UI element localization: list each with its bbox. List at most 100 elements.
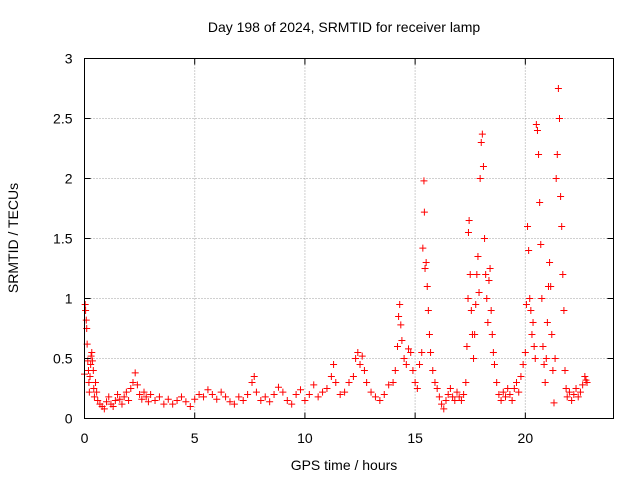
data-point bbox=[473, 271, 481, 278]
data-point bbox=[453, 388, 461, 396]
data-point bbox=[536, 199, 544, 206]
data-point bbox=[160, 400, 168, 408]
data-point bbox=[526, 295, 534, 302]
data-point bbox=[409, 367, 417, 374]
data-point bbox=[332, 379, 340, 386]
data-point bbox=[103, 398, 111, 406]
data-point bbox=[555, 115, 563, 122]
data-point bbox=[550, 399, 558, 407]
data-point bbox=[142, 393, 150, 401]
data-point bbox=[380, 391, 388, 398]
data-point bbox=[419, 244, 427, 252]
data-point bbox=[495, 391, 503, 398]
axis-ticks bbox=[84, 58, 614, 419]
data-point bbox=[490, 361, 498, 368]
data-point bbox=[288, 400, 296, 408]
x-axis-label: GPS time / hours bbox=[291, 457, 398, 473]
data-point bbox=[389, 379, 397, 386]
data-point bbox=[460, 391, 468, 398]
data-point bbox=[486, 265, 494, 272]
data-point bbox=[204, 386, 212, 394]
data-point bbox=[122, 388, 130, 396]
y-tick-label: 0 bbox=[65, 411, 73, 427]
data-point bbox=[182, 398, 190, 406]
data-point bbox=[118, 400, 126, 408]
data-point bbox=[583, 379, 591, 386]
data-point bbox=[90, 385, 98, 392]
data-point bbox=[506, 391, 514, 398]
data-point bbox=[421, 265, 429, 272]
x-tick-label: 0 bbox=[81, 430, 89, 446]
data-point bbox=[200, 393, 208, 401]
data-point bbox=[169, 400, 177, 408]
data-point bbox=[499, 388, 507, 396]
data-point bbox=[422, 259, 430, 266]
data-point bbox=[250, 373, 258, 380]
data-point bbox=[442, 397, 450, 404]
data-point bbox=[457, 397, 465, 404]
x-tick-label: 10 bbox=[297, 430, 313, 446]
data-point bbox=[501, 393, 509, 401]
data-point bbox=[537, 241, 545, 248]
data-point bbox=[431, 379, 439, 386]
data-point bbox=[111, 397, 119, 404]
data-point bbox=[546, 259, 554, 266]
data-point bbox=[572, 385, 580, 392]
data-point bbox=[213, 395, 221, 403]
data-point bbox=[563, 393, 571, 401]
data-point bbox=[109, 403, 117, 410]
data-point bbox=[82, 307, 90, 314]
data-point bbox=[330, 361, 338, 368]
data-point bbox=[489, 349, 497, 356]
data-point bbox=[543, 319, 551, 326]
data-point bbox=[549, 367, 557, 374]
data-point bbox=[478, 130, 486, 138]
data-point bbox=[429, 367, 437, 374]
data-point bbox=[547, 283, 555, 290]
data-point bbox=[356, 361, 364, 368]
data-point bbox=[477, 139, 485, 146]
data-point bbox=[413, 385, 421, 392]
data-point bbox=[449, 393, 457, 401]
data-point bbox=[560, 307, 568, 314]
data-point bbox=[217, 388, 225, 396]
y-tick-labels: 0 0.5 1 1.5 2 2.5 3 bbox=[53, 51, 73, 427]
data-point bbox=[85, 379, 93, 386]
data-point bbox=[89, 367, 97, 374]
data-point bbox=[438, 400, 446, 408]
data-point bbox=[327, 373, 335, 380]
data-point bbox=[151, 397, 159, 404]
data-point bbox=[411, 379, 419, 386]
data-point bbox=[94, 397, 102, 404]
data-point bbox=[533, 127, 541, 134]
data-point bbox=[371, 393, 379, 401]
y-tick-label: 1.5 bbox=[53, 231, 73, 247]
data-point bbox=[559, 271, 567, 278]
data-point bbox=[527, 307, 535, 314]
data-point bbox=[521, 349, 529, 356]
data-point bbox=[252, 388, 260, 396]
data-point bbox=[86, 373, 94, 380]
data-point bbox=[472, 301, 480, 308]
data-point bbox=[474, 253, 482, 260]
data-point bbox=[155, 393, 163, 401]
data-point bbox=[485, 277, 493, 284]
data-point bbox=[164, 395, 172, 403]
data-point bbox=[561, 367, 569, 374]
data-point bbox=[352, 355, 360, 362]
data-point bbox=[462, 379, 470, 386]
data-point bbox=[451, 397, 459, 404]
data-point bbox=[301, 397, 309, 404]
chart-title: Day 198 of 2024, SRMTID for receiver lam… bbox=[208, 19, 481, 35]
data-point bbox=[481, 235, 489, 242]
data-point bbox=[467, 307, 475, 314]
data-point bbox=[147, 391, 155, 398]
data-point bbox=[133, 381, 141, 389]
data-point bbox=[305, 391, 313, 398]
data-point bbox=[540, 361, 548, 368]
x-tick-labels: 0 5 10 15 20 bbox=[81, 430, 534, 446]
data-point bbox=[93, 388, 101, 396]
data-point bbox=[393, 343, 401, 350]
data-point bbox=[397, 321, 405, 329]
data-point bbox=[283, 397, 291, 404]
